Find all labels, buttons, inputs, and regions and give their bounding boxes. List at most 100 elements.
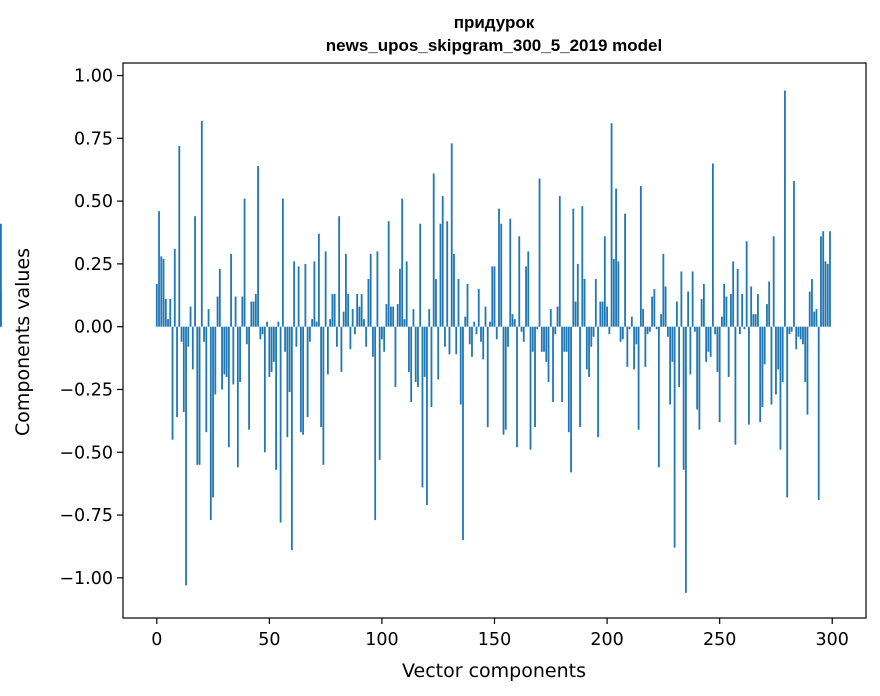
bars-group [0, 90, 831, 593]
bar-294 [817, 326, 820, 500]
bar-94 [367, 278, 370, 327]
bar-149 [491, 266, 494, 327]
bar-284 [795, 326, 798, 350]
bar-48 [263, 326, 266, 453]
bar-15 [189, 306, 192, 327]
bar-30 [223, 326, 226, 375]
bar-135 [459, 326, 462, 405]
bar-220 [651, 296, 654, 327]
bar-145 [482, 326, 485, 360]
bar-163 [522, 326, 525, 342]
bar-103 [387, 221, 390, 327]
y-tick-label: −0.50 [59, 443, 113, 463]
bar-166 [529, 326, 532, 450]
bar-188 [579, 326, 581, 428]
bar-54 [277, 321, 280, 327]
bar-39 [243, 198, 246, 327]
bar-41 [248, 326, 250, 430]
bar-21 [203, 326, 205, 342]
bar-271 [766, 304, 768, 327]
bar-154 [502, 326, 505, 435]
bar-275 [775, 326, 777, 395]
bar-63 [297, 266, 300, 327]
bar-217 [644, 326, 647, 367]
bar-28 [218, 268, 221, 327]
bar-92 [363, 319, 365, 327]
bar-160 [516, 326, 518, 448]
bar-218 [646, 326, 649, 335]
bar-174 [547, 326, 550, 382]
bar-77 [329, 319, 332, 327]
bar-299 [829, 231, 831, 327]
bar-111 [405, 261, 408, 327]
bar-257 [734, 326, 737, 445]
y-tick-label: −0.25 [59, 380, 113, 400]
bar-291 [811, 278, 813, 327]
bar-233 [680, 271, 683, 327]
bar-0 [155, 284, 158, 327]
bar-35 [234, 296, 237, 327]
bar-52 [272, 326, 275, 362]
bar-95 [369, 253, 372, 327]
bar-49 [266, 321, 268, 327]
bar-165 [527, 251, 530, 327]
bar-267 [757, 294, 759, 327]
bar-132 [453, 253, 455, 327]
bar-168 [534, 326, 536, 428]
bar-256 [732, 261, 735, 327]
x-tick-label: 200 [590, 630, 623, 650]
bar-214 [637, 326, 640, 430]
bar-51 [270, 326, 273, 372]
bar-114 [412, 309, 415, 327]
bar-60 [290, 326, 293, 551]
bar-192 [588, 326, 590, 377]
bar-177 [554, 326, 557, 335]
bar-260 [741, 294, 744, 327]
bar-181 [563, 326, 566, 352]
bar-250 [718, 326, 721, 423]
bar-121 [428, 309, 431, 327]
bar-undefined [0, 223, 2, 327]
bar-200 [606, 306, 608, 327]
bar-25 [212, 326, 214, 498]
bar-159 [513, 319, 516, 327]
bar-133 [455, 326, 458, 355]
bar-undefined [0, 291, 2, 327]
bar-22 [205, 326, 208, 433]
bar-2 [160, 256, 163, 327]
bar-283 [793, 181, 795, 327]
bar-211 [630, 316, 633, 327]
bar-61 [293, 261, 296, 327]
bar-90 [358, 306, 361, 327]
bar-109 [401, 198, 404, 327]
bar-87 [351, 309, 354, 327]
bar-190 [583, 278, 586, 327]
bar-108 [399, 268, 401, 327]
bar-150 [493, 266, 496, 327]
bar-65 [302, 326, 305, 435]
bar-110 [403, 319, 406, 327]
bar-201 [608, 326, 611, 335]
bar-40 [245, 326, 248, 345]
bar-130 [448, 326, 451, 355]
bar-238 [691, 271, 694, 327]
bar-248 [714, 326, 717, 335]
bar-46 [259, 326, 262, 340]
bar-169 [536, 326, 539, 330]
bar-167 [531, 326, 534, 352]
bar-107 [396, 304, 399, 327]
bar-213 [635, 326, 638, 345]
bar-278 [781, 326, 784, 382]
bar-138 [466, 284, 469, 327]
bar-37 [239, 326, 241, 382]
bar-66 [304, 263, 307, 327]
bar-274 [772, 236, 775, 327]
bar-125 [437, 326, 440, 380]
x-axis-ticks: 0 50 100 150 200 250 300 [151, 618, 849, 650]
bar-96 [372, 326, 374, 357]
bar-18 [196, 326, 199, 465]
bar-210 [628, 326, 631, 330]
bar-244 [705, 326, 708, 362]
bar-71 [315, 321, 318, 327]
